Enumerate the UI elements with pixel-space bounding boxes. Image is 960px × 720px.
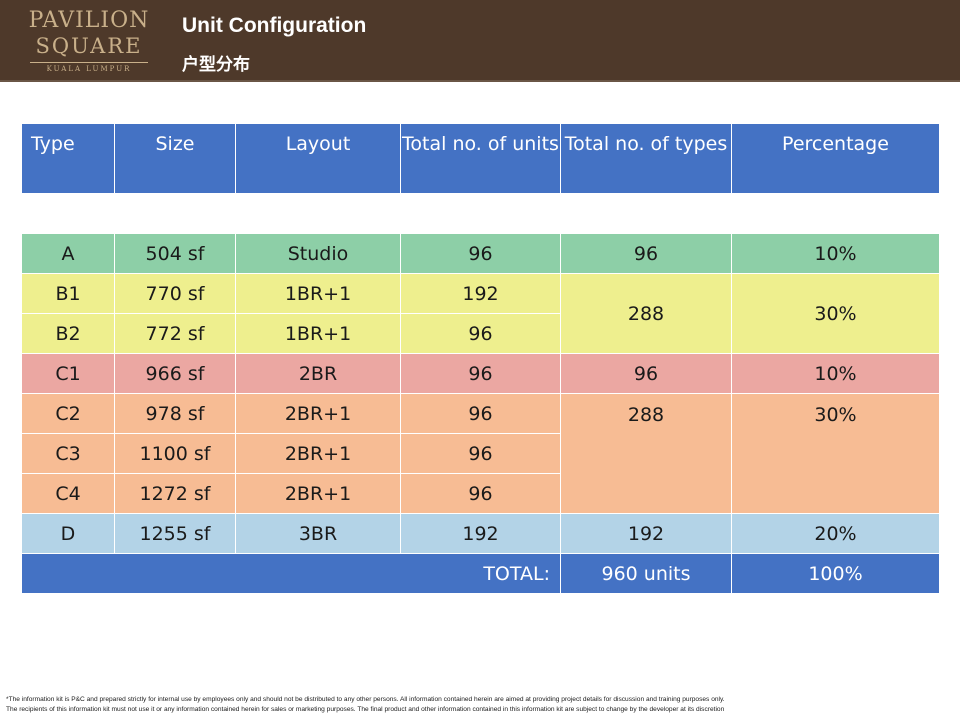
- cell-layout: 2BR+1: [235, 473, 401, 514]
- cell-types: 192: [560, 513, 732, 554]
- cell-types: 288: [560, 393, 732, 514]
- cell-type: C4: [21, 473, 115, 514]
- cell-size: 1255 sf: [114, 513, 236, 554]
- table-row: C4 1272 sf 2BR+1 96: [21, 473, 940, 514]
- page-title-chinese: 户型分布: [182, 55, 250, 75]
- disclaimer-line-2: The recipients of this information kit m…: [6, 706, 725, 713]
- column-header-total-units: Total no. of units: [400, 123, 561, 194]
- header-bar: PAVILION SQUARE KUALA LUMPUR Unit Config…: [0, 0, 960, 82]
- column-header-total-types: Total no. of types: [560, 123, 732, 194]
- column-header-size: Size: [114, 123, 236, 194]
- logo-text-location: KUALA LUMPUR: [46, 65, 132, 73]
- disclaimer-line-1: *The information kit is P&C and prepared…: [6, 696, 725, 703]
- cell-units: 96: [400, 353, 561, 394]
- unit-configuration-table: Type Size Layout Total no. of units Tota…: [21, 123, 940, 594]
- cell-size: 1272 sf: [114, 473, 236, 514]
- cell-size: 1100 sf: [114, 433, 236, 474]
- cell-type: C1: [21, 353, 115, 394]
- cell-type: C2: [21, 393, 115, 434]
- cell-type: B2: [21, 313, 115, 354]
- table-row: C1 966 sf 2BR 96 96 10%: [21, 353, 940, 394]
- header-spacer: [21, 193, 940, 234]
- cell-type: B1: [21, 273, 115, 314]
- column-header-type: Type: [21, 123, 115, 194]
- pavilion-square-logo: PAVILION SQUARE KUALA LUMPUR: [14, 8, 164, 74]
- cell-size: 966 sf: [114, 353, 236, 394]
- column-header-percentage: Percentage: [731, 123, 940, 194]
- logo-divider: [30, 62, 148, 63]
- table-row: B2 772 sf 1BR+1 96: [21, 313, 940, 354]
- cell-units: 96: [400, 433, 561, 474]
- logo-text-square: SQUARE: [35, 34, 143, 58]
- cell-types: 96: [560, 353, 732, 394]
- cell-layout: 2BR+1: [235, 393, 401, 434]
- cell-layout: 2BR: [235, 353, 401, 394]
- total-label: TOTAL:: [21, 553, 561, 594]
- total-row: TOTAL: 960 units 100%: [21, 553, 940, 594]
- logo-text-pavilion: PAVILION: [28, 8, 150, 33]
- table-row: D 1255 sf 3BR 192 192 20%: [21, 513, 940, 554]
- table-header-row: Type Size Layout Total no. of units Tota…: [21, 123, 940, 194]
- total-percentage: 100%: [731, 553, 940, 594]
- cell-layout: Studio: [235, 233, 401, 274]
- disclaimer-footnote: *The information kit is P&C and prepared…: [6, 695, 958, 715]
- cell-size: 504 sf: [114, 233, 236, 274]
- column-header-layout: Layout: [235, 123, 401, 194]
- cell-percentage: 30%: [731, 393, 940, 514]
- cell-types: 288: [560, 273, 732, 354]
- cell-units: 96: [400, 473, 561, 514]
- cell-types: 96: [560, 233, 732, 274]
- cell-percentage: 10%: [731, 353, 940, 394]
- cell-units: 192: [400, 513, 561, 554]
- cell-units: 96: [400, 313, 561, 354]
- cell-type: C3: [21, 433, 115, 474]
- cell-units: 96: [400, 393, 561, 434]
- page-title: Unit Configuration: [182, 14, 367, 37]
- cell-percentage: 10%: [731, 233, 940, 274]
- cell-layout: 2BR+1: [235, 433, 401, 474]
- table-row: B1 770 sf 1BR+1 192 288 30%: [21, 273, 940, 354]
- cell-percentage: 20%: [731, 513, 940, 554]
- cell-size: 770 sf: [114, 273, 236, 314]
- cell-size: 978 sf: [114, 393, 236, 434]
- spacer-cell: [21, 193, 940, 234]
- cell-layout: 1BR+1: [235, 273, 401, 314]
- table-row: A 504 sf Studio 96 96 10%: [21, 233, 940, 274]
- cell-layout: 1BR+1: [235, 313, 401, 354]
- cell-type: D: [21, 513, 115, 554]
- cell-units: 96: [400, 233, 561, 274]
- cell-percentage: 30%: [731, 273, 940, 354]
- total-units: 960 units: [560, 553, 732, 594]
- cell-size: 772 sf: [114, 313, 236, 354]
- table-row: C3 1100 sf 2BR+1 96: [21, 433, 940, 474]
- cell-type: A: [21, 233, 115, 274]
- cell-layout: 3BR: [235, 513, 401, 554]
- table-row: C2 978 sf 2BR+1 96 288 30%: [21, 393, 940, 514]
- cell-units: 192: [400, 273, 561, 314]
